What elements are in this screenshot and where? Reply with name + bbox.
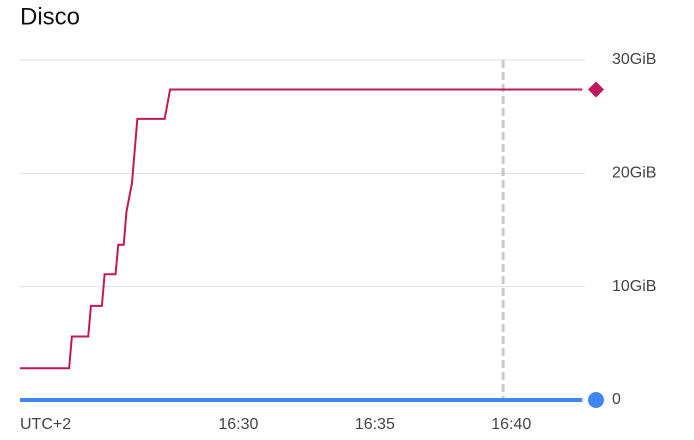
y-tick-label: 20GiB	[612, 165, 656, 182]
x-axis-label: UTC+2	[20, 416, 71, 433]
y-tick-label: 30GiB	[612, 51, 656, 68]
end-marker	[588, 392, 604, 408]
y-tick-label: 10GiB	[612, 278, 656, 295]
x-tick-label: 16:30	[218, 416, 258, 433]
x-tick-label: 16:40	[491, 416, 531, 433]
end-marker	[588, 81, 604, 98]
series-line	[20, 88, 583, 370]
x-tick-label: 16:35	[355, 416, 395, 433]
y-tick-label: 0	[612, 391, 621, 408]
chart-title: Disco	[20, 3, 80, 30]
